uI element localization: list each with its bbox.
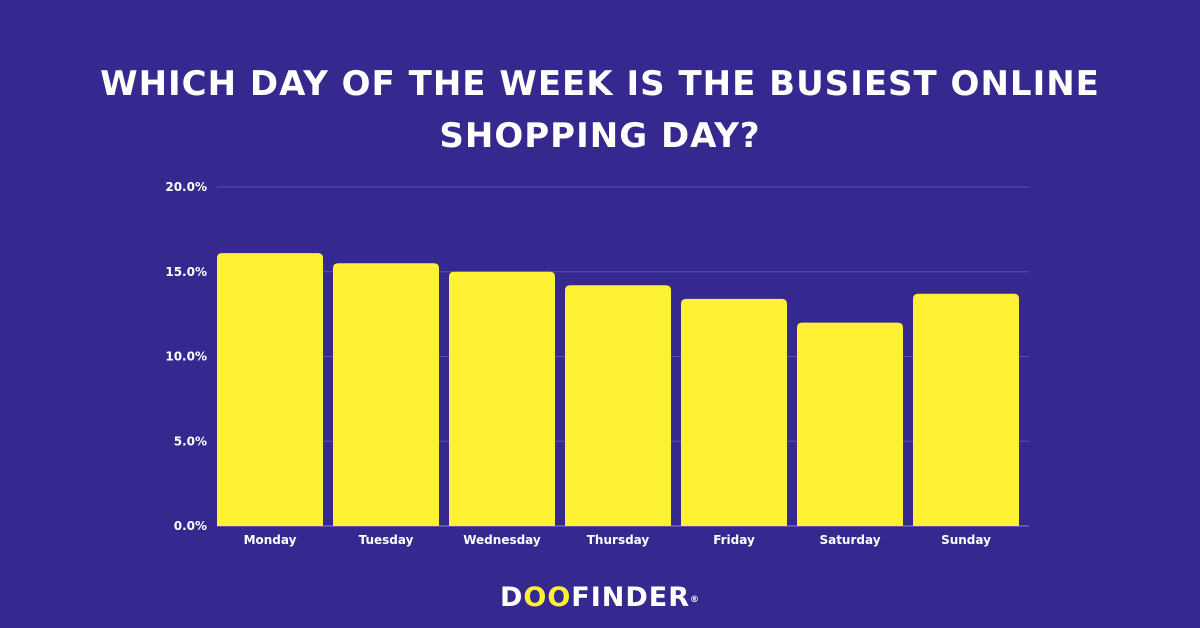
bar-monday: [217, 253, 323, 527]
y-tick-label: 20.0%: [165, 180, 207, 194]
bar-thursday: [565, 285, 671, 526]
x-tick-label: Thursday: [587, 533, 650, 547]
y-tick-label: 0.0%: [174, 519, 207, 533]
logo-word-finder: FINDER: [571, 582, 691, 613]
bar-tuesday: [333, 263, 439, 526]
x-tick-label: Friday: [713, 533, 755, 547]
x-tick-label: Monday: [244, 533, 297, 547]
doofinder-logo: DOOFINDER®: [0, 582, 1200, 614]
x-tick-label: Tuesday: [359, 533, 414, 547]
x-tick-label: Saturday: [819, 533, 880, 547]
chart-title-line-2: SHOPPING DAY?: [439, 116, 761, 156]
chart-title: WHICH DAY OF THE WEEK IS THE BUSIEST ONL…: [0, 58, 1200, 162]
logo-letter-d: D: [499, 582, 524, 613]
y-tick-label: 5.0%: [174, 434, 207, 448]
y-tick-label: 15.0%: [165, 265, 207, 279]
bar-saturday: [797, 322, 903, 526]
y-tick-label: 10.0%: [165, 350, 207, 364]
x-tick-label: Wednesday: [463, 533, 541, 547]
logo-infinity-oo: OO: [523, 582, 572, 613]
chart-title-line-1: WHICH DAY OF THE WEEK IS THE BUSIEST ONL…: [100, 64, 1100, 104]
bar-sunday: [913, 293, 1019, 526]
logo-registered-mark: ®: [690, 595, 701, 605]
bar-friday: [681, 298, 787, 526]
bar-wednesday: [449, 271, 555, 526]
x-tick-label: Sunday: [941, 533, 991, 547]
